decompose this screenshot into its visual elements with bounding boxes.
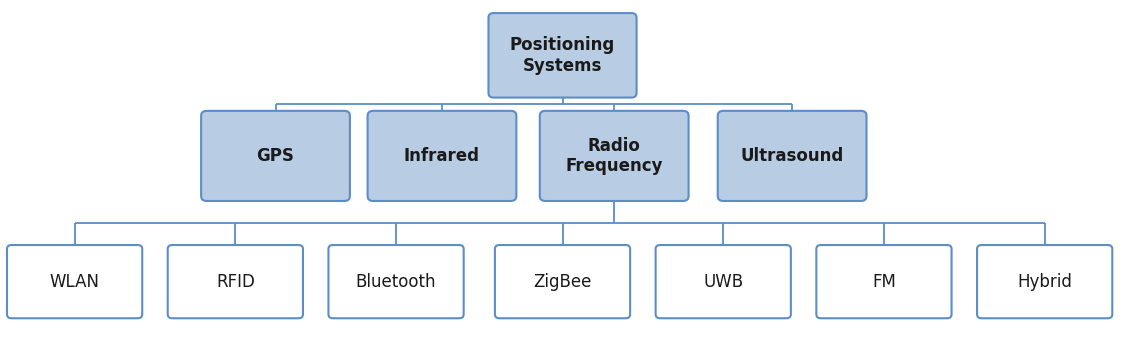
Text: Infrared: Infrared	[404, 147, 480, 165]
FancyBboxPatch shape	[816, 245, 952, 318]
FancyBboxPatch shape	[540, 111, 689, 201]
FancyBboxPatch shape	[201, 111, 350, 201]
Text: Ultrasound: Ultrasound	[740, 147, 844, 165]
Text: FM: FM	[872, 273, 895, 291]
FancyBboxPatch shape	[7, 245, 142, 318]
FancyBboxPatch shape	[495, 245, 630, 318]
Text: UWB: UWB	[704, 273, 743, 291]
Text: Radio
Frequency: Radio Frequency	[566, 136, 662, 175]
Text: Positioning
Systems: Positioning Systems	[510, 36, 615, 75]
FancyBboxPatch shape	[328, 245, 464, 318]
Text: ZigBee: ZigBee	[534, 273, 591, 291]
Text: WLAN: WLAN	[49, 273, 100, 291]
Text: Hybrid: Hybrid	[1017, 273, 1072, 291]
FancyBboxPatch shape	[168, 245, 303, 318]
FancyBboxPatch shape	[656, 245, 791, 318]
FancyBboxPatch shape	[977, 245, 1112, 318]
FancyBboxPatch shape	[718, 111, 867, 201]
FancyBboxPatch shape	[367, 111, 517, 201]
FancyBboxPatch shape	[489, 13, 636, 97]
Text: Bluetooth: Bluetooth	[356, 273, 436, 291]
Text: GPS: GPS	[257, 147, 294, 165]
Text: RFID: RFID	[216, 273, 255, 291]
